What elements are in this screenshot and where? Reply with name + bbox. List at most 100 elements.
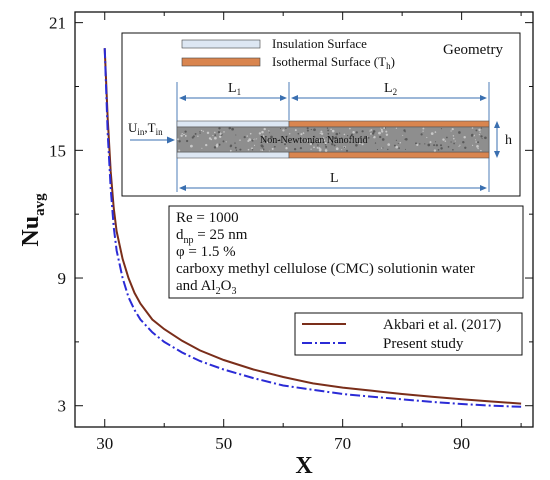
texture-dot [350,133,354,137]
label-L: L [330,171,339,186]
texture-dot [352,130,355,134]
texture-dot [404,148,407,150]
legend-label-akbari: Akbari et al. (2017) [383,317,501,333]
texture-dot [381,147,383,149]
texture-dot [484,136,487,140]
texture-dot [435,144,439,147]
texture-dot [327,129,330,132]
series-line-present [103,48,522,408]
texture-dot [387,148,389,151]
dim-arrow-L1-head-right [280,95,287,101]
texture-dot [416,143,419,147]
texture-dot [366,136,368,138]
texture-dot [299,146,303,150]
inlet-label: Uin,Tin [128,120,163,137]
texture-dot [480,127,483,129]
texture-dot [343,133,346,136]
texture-dot [367,136,370,139]
texture-dot [251,139,254,142]
texture-dot [231,127,234,131]
texture-dot [273,145,276,148]
texture-dot [442,138,445,141]
texture-dot [343,146,346,149]
param-volume-fraction: φ = 1.5 % [176,244,236,260]
texture-dot [376,149,379,151]
dim-arrow-L2-head-left [291,95,298,101]
texture-dot [339,132,341,134]
texture-dot [328,136,331,139]
dim-arrow-L-head-right [480,185,487,191]
parameter-box: Re = 1000 dnp = 25 nm φ = 1.5 % carboxy … [168,205,524,299]
texture-dot [216,143,219,147]
texture-dot [300,133,303,136]
x-tick-label-50: 50 [215,434,232,453]
texture-dot [261,145,264,148]
texture-dot [395,127,398,129]
texture-dot [370,133,372,135]
texture-dot [374,142,377,144]
texture-dot [297,132,300,135]
geometry-inset: Geometry Insulation Surface Isothermal S… [121,32,521,197]
texture-dot [439,144,443,147]
texture-dot [397,142,399,145]
texture-dot [379,135,382,139]
texture-dot [239,148,242,151]
legend-label-present: Present study [383,336,464,352]
channel-label: Non-Newtonian Nanofluid [260,135,367,146]
texture-dot [217,130,221,134]
texture-dot [181,132,183,135]
texture-dot [385,130,388,133]
x-tick-label-90: 90 [453,434,470,453]
texture-dot [454,140,456,142]
texture-dot [422,127,425,130]
texture-dot [256,138,258,140]
texture-dot [447,146,450,148]
texture-dot [403,129,406,132]
texture-dot [355,143,358,147]
texture-dot [372,132,375,135]
texture-dot [234,146,237,149]
texture-dot [404,137,408,141]
texture-dot [471,127,474,129]
texture-dot [463,136,466,139]
texture-dot [206,131,210,135]
texture-dot [213,146,217,149]
texture-dot [420,133,423,136]
texture-dot [316,147,319,149]
dim-arrow-h-head-top [494,121,500,128]
texture-dot [248,138,252,142]
texture-dot [263,140,265,143]
isothermal-legend-label: Isothermal Surface (Th) [272,54,395,71]
texture-dot [310,148,312,150]
texture-dot [422,130,424,132]
texture-dot [363,136,367,139]
texture-dot [429,141,432,144]
svg-text:Nuavg: Nuavg [18,193,48,247]
texture-dot [184,134,187,137]
channel-insulated-top [176,120,290,128]
texture-dot [214,136,217,140]
texture-dot [266,141,269,144]
texture-dot [279,139,281,141]
texture-dot [199,132,201,134]
texture-dot [479,131,481,133]
texture-dot [333,144,336,147]
texture-dot [332,136,335,140]
texture-dot [306,127,309,130]
texture-dot [329,140,331,142]
texture-dot [464,146,467,149]
texture-dot [398,147,400,149]
texture-dot [330,128,332,130]
texture-dot [435,141,437,143]
insulation-legend-label: Insulation Surface [272,36,367,51]
channel-isothermal-top [288,120,490,128]
texture-dot [229,144,233,147]
texture-dot [335,147,339,151]
dim-arrow-h-head-bottom [494,151,500,158]
texture-dot [346,134,349,137]
dim-arrow-L1-head-left [179,95,186,101]
texture-dot [318,139,321,143]
texture-dot [326,127,329,129]
texture-dot [194,132,197,135]
texture-dot [218,143,221,146]
